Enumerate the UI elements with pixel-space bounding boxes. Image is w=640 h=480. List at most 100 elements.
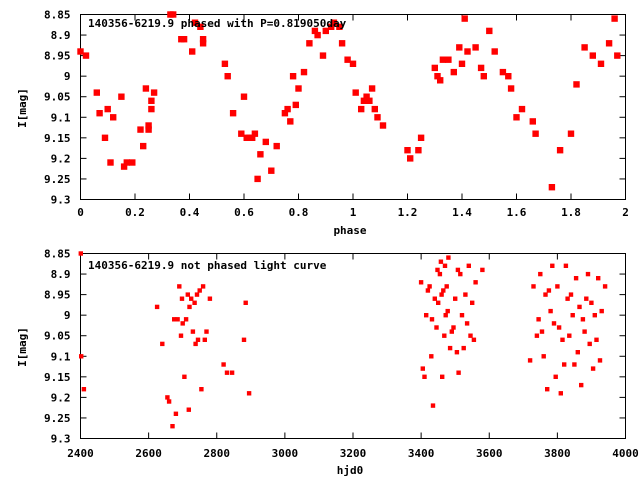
data-point [581, 44, 588, 51]
data-point [458, 60, 466, 67]
data-point [194, 292, 200, 297]
data-point [170, 11, 177, 18]
data-point [461, 15, 468, 22]
data-point [182, 374, 187, 379]
x-tick-label: 1.4 [452, 206, 472, 219]
x-tick-label: 2600 [135, 447, 162, 460]
data-point [434, 73, 441, 80]
data-point [418, 280, 424, 285]
x-tick-label: 2 [622, 206, 629, 219]
data-point [374, 114, 381, 121]
data-point [81, 387, 87, 392]
data-point [539, 329, 545, 334]
data-point [166, 399, 172, 404]
data-point [249, 134, 256, 141]
data-point [555, 284, 560, 289]
data-point [439, 292, 444, 297]
data-point [611, 15, 618, 22]
data-point [363, 93, 370, 100]
data-point [195, 337, 201, 342]
data-point [464, 321, 470, 326]
data-point [563, 263, 569, 268]
data-point [459, 313, 465, 318]
data-point [82, 52, 90, 59]
data-point [322, 27, 329, 35]
data-point [556, 147, 564, 154]
data-point [545, 387, 550, 392]
x-tick-labels: 0 0.2 0.4 0.6 0.8 1 1.2 1.4 1.6 1.8 2 [77, 206, 629, 219]
data-point [573, 81, 580, 88]
data-point [430, 403, 436, 408]
data-point [118, 93, 125, 100]
data-point [142, 85, 150, 92]
data-point [596, 276, 601, 281]
y-tick-label: 9.25 [44, 412, 71, 425]
data-point [289, 73, 297, 80]
data-point [173, 411, 179, 416]
data-point [567, 130, 575, 137]
x-tick-label: 2400 [67, 447, 94, 460]
data-point [550, 263, 555, 268]
data-point [371, 105, 378, 113]
data-point [281, 110, 289, 117]
y-tick-label: 9.1 [51, 350, 71, 363]
data-point [597, 60, 605, 67]
data-point [453, 296, 458, 301]
data-point [602, 284, 608, 289]
data-point [107, 159, 114, 166]
data-point [197, 23, 204, 30]
x-tick-label: 3800 [544, 447, 571, 460]
y-tick-label: 8.9 [51, 29, 71, 42]
x-tick-label: 1.2 [398, 206, 418, 219]
data-point [429, 354, 434, 359]
data-point [464, 48, 471, 55]
data-point [257, 151, 264, 158]
y-tick-label: 8.95 [44, 50, 71, 63]
data-point [140, 142, 147, 150]
data-point [442, 263, 448, 268]
data-point [572, 362, 577, 367]
data-point [480, 73, 487, 80]
data-point [202, 337, 207, 342]
data-point [463, 292, 468, 297]
data-point [461, 345, 466, 351]
data-point [154, 304, 160, 310]
data-point [450, 68, 457, 76]
data-point [189, 48, 196, 55]
data-point [420, 366, 425, 371]
x-tick-label: 2800 [204, 447, 231, 460]
data-point [328, 23, 335, 30]
data-point [456, 370, 461, 375]
data-point [200, 284, 206, 289]
data-point [404, 147, 411, 154]
data-point [241, 337, 247, 342]
y-tick-label: 8.9 [51, 268, 71, 281]
data-point [170, 424, 175, 429]
data-point [455, 267, 461, 273]
data-point [431, 64, 438, 72]
data-point [548, 184, 556, 191]
x-axis-label: phase [333, 224, 366, 237]
y-axis-label: I[mag] [16, 88, 29, 128]
data-point [531, 284, 536, 289]
data-point [120, 163, 128, 170]
data-point [470, 300, 475, 305]
data-point [180, 36, 188, 43]
data-point [262, 138, 269, 146]
data-point [565, 296, 570, 301]
y-tick-label: 9.3 [51, 433, 71, 446]
data-point [451, 325, 456, 330]
data-point [434, 325, 439, 330]
data-point [468, 333, 473, 338]
data-point [445, 308, 450, 314]
data-point [513, 114, 520, 121]
data-point [417, 134, 425, 141]
chart-title: 140356-6219.9 phased with P=0.819050day [88, 17, 347, 30]
data-point [177, 284, 182, 289]
data-point [368, 85, 376, 92]
y-tick-label: 8.85 [44, 9, 71, 22]
x-tick-label: 1.6 [507, 206, 527, 219]
data-point [300, 68, 308, 76]
data-point [415, 147, 422, 154]
data-point [594, 337, 599, 342]
